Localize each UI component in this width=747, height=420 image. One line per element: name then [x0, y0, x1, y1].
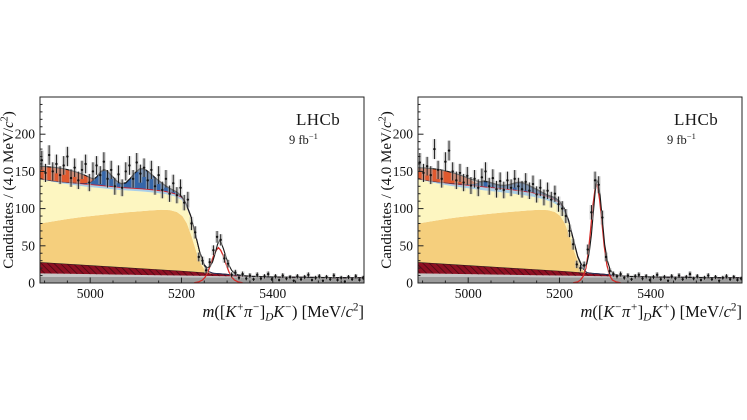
- data-points: [40, 145, 364, 283]
- x-tick-label: 5200: [546, 286, 573, 301]
- x-tick-label: 5000: [77, 286, 104, 301]
- data-points: [418, 139, 742, 283]
- light-yellow-band: [418, 178, 742, 278]
- dark-yellow-band: [40, 209, 364, 278]
- lightgray-band: [418, 273, 742, 278]
- plot-frame: [39, 96, 365, 284]
- y-tick-label: 0: [406, 276, 413, 291]
- y-tick-label: 0: [28, 276, 35, 291]
- x-axis-label: m([K+π−]DK−) [MeV/c2]: [202, 302, 364, 324]
- y-tick-label: 50: [400, 238, 414, 253]
- dark-yellow-band: [418, 209, 742, 278]
- luminosity-label-right: 9 fb−1: [667, 131, 696, 148]
- left-plot: 5000 5200 5400 0 50 100 150 200 m([K+π−]DK−) [Me…: [0, 96, 365, 324]
- y-axis-label: Candidates / (4.0 MeV/c2): [0, 111, 17, 269]
- y-tick-label: 50: [22, 238, 36, 253]
- experiment-label-left: LHCb: [296, 110, 341, 129]
- y-tick-label: 100: [15, 201, 36, 216]
- y-tick-label: 200: [15, 127, 36, 142]
- luminosity-label-left: 9 fb−1: [289, 131, 318, 148]
- y-axis-label: Candidates / (4.0 MeV/c2): [377, 111, 395, 269]
- signal-fit-curve: [194, 246, 243, 283]
- light-yellow-band: [40, 178, 364, 278]
- x-tick-label: 5200: [168, 286, 195, 301]
- y-tick-label: 150: [393, 164, 414, 179]
- y-tick-label: 100: [393, 201, 414, 216]
- x-tick-label: 5400: [259, 286, 286, 301]
- y-tick-label: 150: [15, 164, 36, 179]
- plot-frame: [417, 96, 743, 284]
- x-tick-label: 5000: [455, 286, 482, 301]
- orange-band: [418, 167, 742, 278]
- lightgray-band: [40, 273, 364, 278]
- y-tick-label: 200: [393, 127, 414, 142]
- right-plot: 5000 5200 5400 0 50 100 150 200 m([K−π+]DK+) [Me…: [377, 96, 743, 324]
- x-axis-label: m([K−π+]DK+) [MeV/c2]: [580, 302, 742, 324]
- x-tick-label: 5400: [637, 286, 664, 301]
- experiment-label-right: LHCb: [674, 110, 719, 129]
